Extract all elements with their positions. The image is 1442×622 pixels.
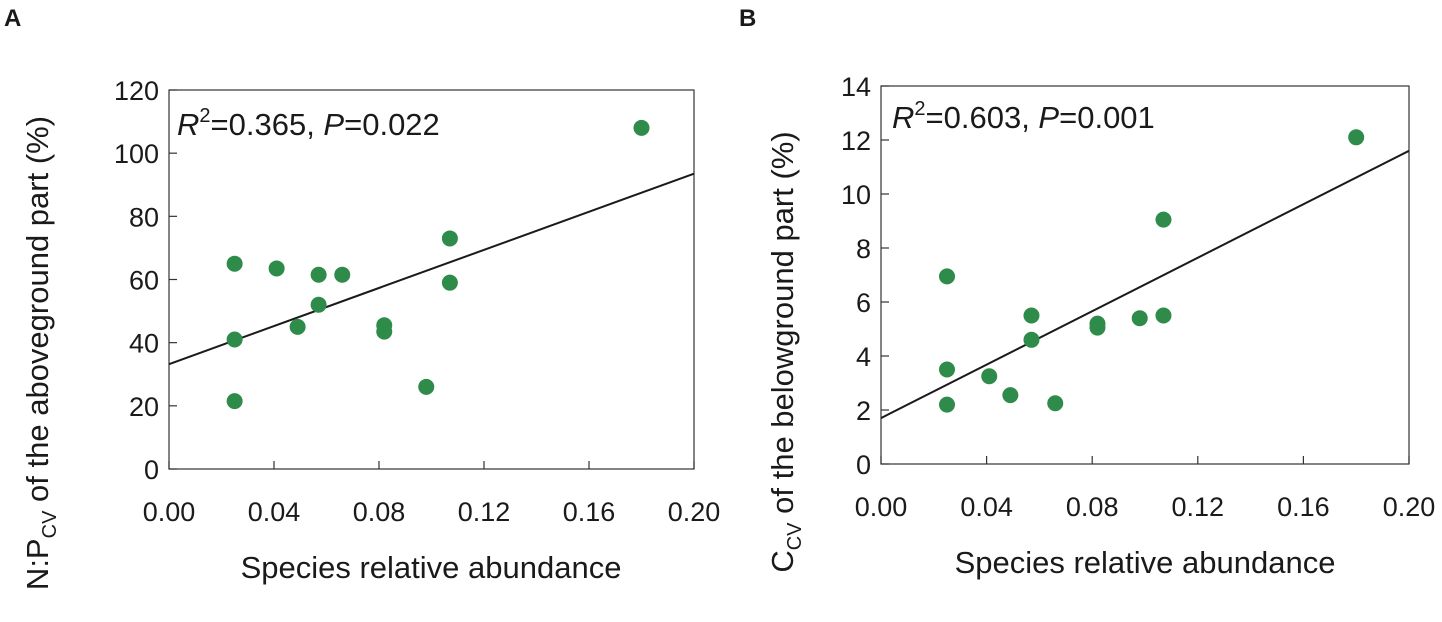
r-label-a: R xyxy=(177,107,199,142)
y-tick-label: 0 xyxy=(856,450,871,480)
data-points-b xyxy=(939,129,1365,413)
y-tick-label: 12 xyxy=(841,126,871,156)
y-title-subscript-a: CV xyxy=(39,510,61,538)
x-tick-label: 0.12 xyxy=(1172,492,1225,522)
x-tick-label: 0.08 xyxy=(353,497,406,527)
data-point xyxy=(289,318,306,335)
y-tick-label: 60 xyxy=(129,266,159,296)
regression-line-b xyxy=(880,149,1410,419)
stats-annotation-a: R2=0.365, P=0.022 xyxy=(177,105,440,142)
x-axis-title-b: Species relative abundance xyxy=(955,545,1336,580)
data-point xyxy=(939,268,955,285)
data-point xyxy=(981,368,998,385)
regression-line-a xyxy=(168,172,695,366)
data-point xyxy=(1155,211,1172,228)
y-tick-label: 100 xyxy=(114,139,159,169)
y-tick-label: 120 xyxy=(114,76,159,106)
data-points-a xyxy=(226,119,650,410)
data-point xyxy=(310,296,327,313)
data-point xyxy=(226,255,243,272)
y-tick-label: 0 xyxy=(144,455,159,485)
y-tick-label: 4 xyxy=(856,342,871,372)
y-title-suffix-a: of the aboveground part (%) xyxy=(20,116,55,511)
x-tick-label: 0.16 xyxy=(563,497,616,527)
x-tick-label: 0.00 xyxy=(143,497,196,527)
y-tick-label: 40 xyxy=(129,329,159,359)
x-tick-label: 0.00 xyxy=(855,492,908,522)
y-tick-label: 20 xyxy=(129,392,159,422)
x-tick-label: 0.16 xyxy=(1277,492,1330,522)
x-tick-label: 0.12 xyxy=(458,497,511,527)
x-tick-label: 0.20 xyxy=(668,497,721,527)
plot-frame-b xyxy=(880,85,1410,465)
data-point xyxy=(1023,331,1040,348)
y-tick-label: 8 xyxy=(856,234,871,264)
x-axis-ticks-b: 0.00 0.04 0.08 0.12 0.16 0.20 xyxy=(855,456,1436,522)
x-axis-ticks-a: 0.00 0.04 0.08 0.12 0.16 0.20 xyxy=(143,461,721,527)
data-point xyxy=(226,331,243,348)
data-point xyxy=(1089,319,1106,336)
y-tick-label: 10 xyxy=(841,180,871,210)
p-label-b: P xyxy=(1038,100,1059,135)
r-superscript-a: 2 xyxy=(199,105,210,127)
y-title-subscript-b: CV xyxy=(784,522,806,550)
x-tick-label: 0.04 xyxy=(960,492,1013,522)
data-point xyxy=(633,119,650,136)
y-axis-title-b: CCV of the belowground part (%) xyxy=(765,131,806,572)
data-point xyxy=(1047,395,1064,412)
y-title-prefix-a: N:P xyxy=(20,538,55,590)
data-point xyxy=(1155,307,1172,324)
panel-label-a: A xyxy=(4,5,21,32)
p-value-b: =0.001 xyxy=(1059,100,1155,135)
data-point xyxy=(376,323,393,340)
r-value-a: =0.365, xyxy=(211,107,324,142)
y-tick-label: 14 xyxy=(841,72,871,102)
y-axis-ticks-a: 0 20 40 60 80 100 120 xyxy=(114,76,177,485)
y-axis-ticks-b: 0 2 4 6 8 10 12 14 xyxy=(841,72,889,480)
y-tick-label: 2 xyxy=(856,396,871,426)
r-superscript-b: 2 xyxy=(914,98,925,120)
data-point xyxy=(1002,387,1019,404)
data-point xyxy=(939,396,955,413)
data-point xyxy=(441,274,458,291)
panel-b: B 0 2 4 6 8 10 12 14 0.00 0.04 0.08 0.12 0.16 0.20 R… xyxy=(739,5,1435,580)
data-point xyxy=(939,361,955,378)
y-axis-title-a: N:PCV of the aboveground part (%) xyxy=(20,116,61,590)
x-axis-title-a: Species relative abundance xyxy=(241,550,622,585)
data-point xyxy=(310,266,327,283)
data-point xyxy=(418,378,435,395)
panel-label-b: B xyxy=(739,5,756,32)
data-point xyxy=(1023,307,1040,324)
data-point xyxy=(1348,129,1365,146)
data-point xyxy=(226,393,243,410)
r-label-b: R xyxy=(892,100,914,135)
stats-annotation-b: R2=0.603, P=0.001 xyxy=(892,98,1155,135)
y-tick-label: 80 xyxy=(129,202,159,232)
p-label-a: P xyxy=(323,107,344,142)
plot-frame-a xyxy=(168,89,695,470)
data-point xyxy=(441,230,458,247)
x-tick-label: 0.08 xyxy=(1066,492,1119,522)
y-tick-label: 6 xyxy=(856,288,871,318)
y-title-prefix-b: C xyxy=(765,550,800,572)
data-point xyxy=(268,260,285,277)
r-value-b: =0.603, xyxy=(926,100,1039,135)
data-point xyxy=(334,266,351,283)
x-tick-label: 0.20 xyxy=(1383,492,1436,522)
data-point xyxy=(1131,310,1148,327)
y-title-suffix-b: of the belowground part (%) xyxy=(765,131,800,522)
x-tick-label: 0.04 xyxy=(248,497,301,527)
p-value-a: =0.022 xyxy=(344,107,440,142)
